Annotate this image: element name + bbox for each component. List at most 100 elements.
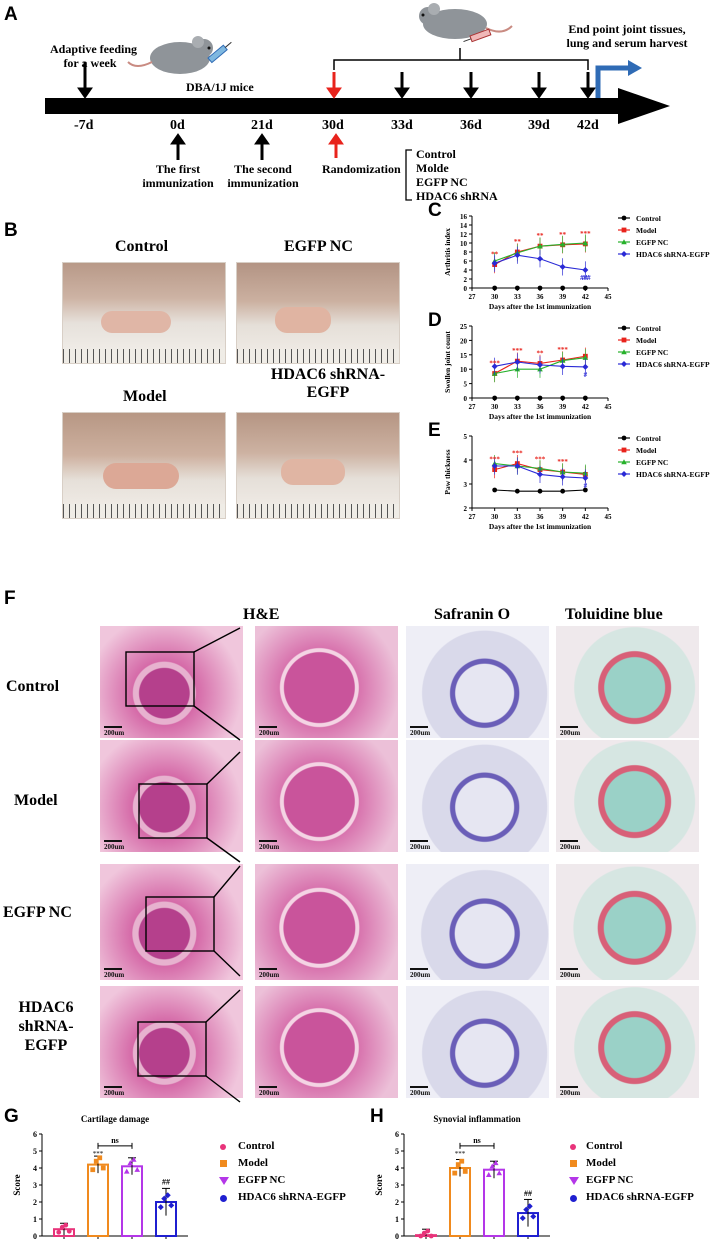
data-point: [161, 1195, 168, 1202]
data-point: [537, 255, 543, 262]
legend-label: EGFP NC: [586, 1174, 634, 1186]
x-tick-label: 36: [537, 403, 545, 411]
scale-bar: [259, 968, 277, 970]
data-point: [559, 473, 566, 480]
significance-label: ###: [580, 274, 591, 282]
mouse-strain-label: DBA/1J mice: [186, 80, 254, 94]
histology-image: 200um: [556, 740, 699, 852]
data-point: [123, 1168, 130, 1174]
second-immunization-label: The second immunization: [227, 162, 299, 190]
mouse-icon-2: [419, 3, 513, 39]
scale-bar-label: 200um: [259, 1089, 280, 1097]
data-point: [492, 395, 498, 401]
y-tick-label: 1: [33, 1215, 37, 1224]
paw-photo-control: [62, 262, 226, 364]
data-point: [559, 263, 566, 270]
significance-label: ***: [489, 456, 500, 464]
marker-icon: [570, 1160, 577, 1167]
scale-bar-label: 200um: [104, 1089, 125, 1097]
scale-bar: [560, 726, 578, 728]
bar: [121, 1165, 143, 1237]
significance-label: ***: [535, 456, 546, 464]
data-point: [421, 1230, 427, 1236]
scale-bar: [104, 840, 122, 842]
legend-label: Model: [586, 1157, 616, 1169]
y-tick-label: 0: [395, 1232, 399, 1241]
scale-bar-label: 200um: [104, 971, 125, 979]
data-point: [621, 471, 627, 477]
data-point: [582, 487, 588, 493]
x-tick-label: 30: [491, 293, 499, 301]
data-point: [621, 227, 627, 233]
significance-label: ***: [93, 1150, 104, 1158]
scale-bar: [560, 840, 578, 842]
data-point: [621, 215, 627, 221]
data-point: [93, 1158, 99, 1164]
x-tick-label: 27: [469, 293, 477, 301]
timeline-bar: [45, 98, 620, 114]
scale-bar-label: 200um: [410, 1089, 431, 1097]
panel-label-g: G: [4, 1106, 19, 1127]
data-point: [491, 363, 498, 370]
panel-label-h: H: [370, 1106, 384, 1127]
y-axis-label: Score: [374, 1174, 384, 1195]
synovial-inflammation-chart: Synovial inflammation 0 1 2 3 4 5 6 Score ns *** ##: [374, 1114, 550, 1241]
legend-label: Control: [586, 1140, 623, 1152]
syringe-icon-2: [463, 28, 492, 43]
legend-label: EGFP NC: [636, 238, 668, 247]
data-point: [582, 285, 588, 291]
photo-label-control: Control: [115, 238, 169, 255]
x-tick-label: 45: [605, 513, 613, 521]
data-point: [537, 285, 543, 291]
scale-bar: [104, 968, 122, 970]
data-point: [514, 488, 520, 494]
row-label-egfp: EGFP NC: [3, 904, 72, 921]
data-point: [489, 1163, 496, 1169]
y-axis-label: Arthritis index: [443, 228, 452, 276]
histology-image: 200um: [100, 864, 243, 980]
data-point: [559, 363, 566, 370]
scale-bar-label: 200um: [560, 971, 581, 979]
data-point: [157, 1204, 164, 1211]
scale-bar-label: 200um: [560, 843, 581, 851]
data-point: [519, 1215, 526, 1222]
x-tick-label: 27: [469, 403, 477, 411]
data-point: [514, 395, 520, 401]
legend-label: HDAC6 shRNA-EGFP: [586, 1191, 694, 1203]
y-tick-label: 4: [464, 267, 468, 275]
y-tick-label: 15: [460, 352, 468, 360]
scale-bar: [410, 1086, 428, 1088]
data-point: [63, 1222, 69, 1228]
first-immunization-label: The first immunization: [142, 162, 214, 190]
x-tick-label: 45: [605, 403, 613, 411]
legend-label: HDAC6 shRNA-EGFP: [636, 360, 710, 369]
photo-label-hdac6: HDAC6 shRNA- EGFP: [270, 366, 386, 401]
x-axis-label: Days after the 1st immunization: [489, 412, 592, 421]
data-point: [537, 471, 543, 478]
legend-label: EGFP NC: [636, 348, 668, 357]
data-point: [559, 241, 566, 247]
y-tick-label: 0: [464, 395, 468, 403]
blue-end-arrow: [595, 65, 630, 98]
x-tick-label: 27: [469, 513, 477, 521]
x-tick-label: 45: [605, 293, 613, 301]
scale-bar-label: 200um: [560, 729, 581, 737]
histology-image: 200um: [255, 740, 398, 852]
chart-title: Synovial inflammation: [433, 1114, 520, 1124]
y-axis-label: Paw thickness: [443, 449, 452, 494]
marker-icon: [220, 1160, 227, 1167]
y-tick-label: 6: [395, 1130, 399, 1139]
data-point: [560, 488, 566, 494]
bar: [449, 1167, 471, 1237]
day-label: 39d: [528, 118, 550, 133]
data-point: [621, 337, 627, 343]
data-point: [621, 325, 627, 331]
y-tick-label: 3: [464, 481, 468, 489]
data-point: [530, 1213, 537, 1220]
data-point: [621, 349, 627, 355]
data-point: [537, 488, 543, 494]
scale-bar: [560, 968, 578, 970]
y-tick-label: 0: [33, 1232, 37, 1241]
significance-label: ***: [557, 458, 568, 466]
